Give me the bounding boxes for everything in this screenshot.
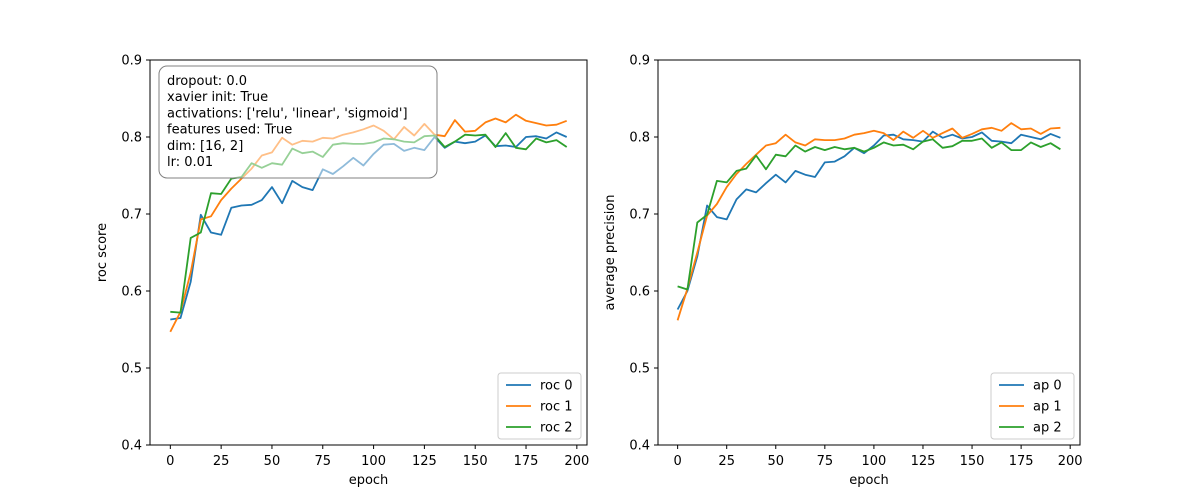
roc-x-tick-label: 150: [463, 454, 488, 469]
ap-y-tick-label: 0.8: [629, 131, 650, 146]
roc-annotation-line: dropout: 0.0: [167, 74, 247, 89]
ap-x-tick-label: 150: [960, 454, 985, 469]
ap-legend-label: ap 1: [1033, 400, 1062, 415]
ap-x-tick-label: 0: [673, 454, 681, 469]
ap-y-tick-label: 0.4: [629, 439, 650, 454]
roc-y-tick-label: 0.7: [121, 208, 142, 223]
ap-legend-box: [990, 372, 1075, 440]
roc-annotation-line: features used: True: [167, 123, 292, 138]
roc-x-axis-ticks: 0 25 50 75 100 125 150 175 200: [166, 445, 589, 469]
roc-x-tick-label: 125: [412, 454, 437, 469]
roc-y-tick-label: 0.4: [121, 439, 142, 454]
ap-x-tick-label: 200: [1058, 454, 1083, 469]
roc-x-tick-label: 0: [166, 454, 174, 469]
roc-x-tick-label: 75: [314, 454, 331, 469]
roc-x-tick-label: 50: [264, 454, 281, 469]
ap-legend-label: ap 2: [1033, 421, 1062, 436]
ap-panel: 0 25 50 75 100 125 150 175 200 0.40.50.60.70.80.…: [603, 54, 1083, 489]
roc-y-axis-label: roc score: [95, 223, 110, 282]
ap-x-tick-label: 125: [911, 454, 936, 469]
ap-y-axis-label: average precision: [603, 195, 618, 311]
roc-legend-label: roc 0: [540, 379, 573, 394]
ap-x-axis-label: epoch: [849, 473, 889, 488]
ap-series-layer: [676, 122, 1061, 321]
ap-x-axis-ticks: 0 25 50 75 100 125 150 175 200: [673, 445, 1083, 469]
roc-y-tick-label: 0.6: [121, 285, 142, 300]
ap-series-line-2: [677, 137, 1061, 291]
ap-axes-frame: [657, 59, 1081, 446]
ap-legend: ap 0 ap 1 ap 2: [990, 372, 1075, 440]
roc-legend-label: roc 1: [540, 400, 573, 415]
ap-y-tick-label: 0.7: [629, 208, 650, 223]
roc-x-tick-label: 200: [564, 454, 589, 469]
ap-y-tick-label: 0.9: [629, 54, 650, 69]
roc-y-axis-ticks: 0.4 0.5 0.6 0.7 0.8 0.9: [121, 54, 150, 454]
roc-annotation-line: xavier init: True: [167, 90, 268, 105]
roc-x-tick-label: 175: [514, 454, 539, 469]
roc-y-tick-label: 0.9: [121, 54, 142, 69]
roc-y-tick-label: 0.8: [121, 131, 142, 146]
roc-y-tick-label: 0.5: [121, 362, 142, 377]
ap-x-tick-label: 175: [1009, 454, 1034, 469]
roc-x-axis-label: epoch: [349, 473, 389, 488]
roc-annotation-box: [158, 65, 438, 179]
roc-annotation-line: dim: [16, 2]: [167, 139, 243, 154]
ap-x-tick-label: 50: [767, 454, 784, 469]
roc-legend: roc 0 roc 1 roc 2: [497, 372, 582, 440]
ap-y-tick-label: 0.6: [629, 285, 650, 300]
ap-x-tick-label: 25: [718, 454, 735, 469]
roc-legend-box: [497, 372, 582, 440]
ap-x-tick-label: 75: [817, 454, 834, 469]
roc-x-tick-label: 25: [213, 454, 230, 469]
ap-y-tick-label: 0.5: [629, 362, 650, 377]
roc-annotation-line: lr: 0.01: [167, 155, 213, 170]
roc-legend-label: roc 2: [540, 421, 573, 436]
roc-annotation-line: activations: ['relu', 'linear', 'sigmoid…: [167, 106, 408, 121]
roc-x-tick-label: 100: [361, 454, 386, 469]
ap-y-axis-ticks: 0.4 0.5 0.6 0.7 0.8 0.9: [629, 54, 658, 454]
roc-axes-frame: [149, 59, 588, 446]
ap-x-tick-label: 100: [861, 454, 886, 469]
ap-legend-label: ap 0: [1033, 379, 1062, 394]
